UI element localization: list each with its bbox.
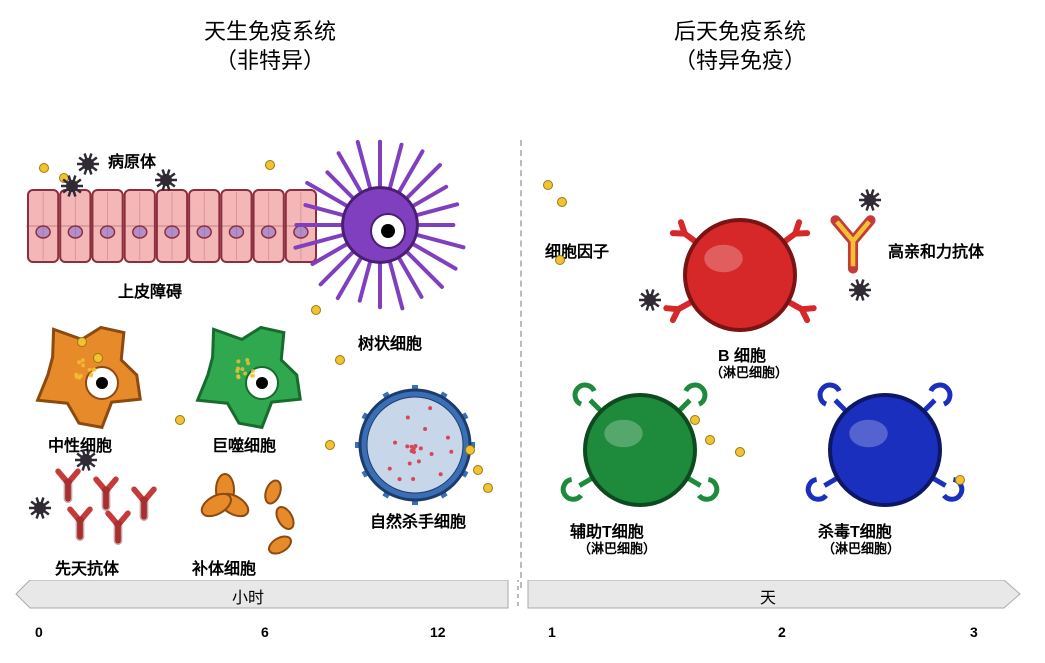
epithelial-barrier	[26, 190, 318, 262]
dendritic-cell	[295, 142, 463, 309]
helper-t-cell	[563, 385, 717, 505]
nk-cell	[355, 385, 475, 505]
diagram-stage: 天生免疫系统 （非特异） 后天免疫系统 （特异免疫） 病原体 上皮障碍 树状细胞…	[0, 0, 1045, 663]
neutrophil-cell	[38, 327, 141, 427]
cells-layer	[0, 0, 1045, 663]
complement-cluster	[198, 474, 297, 557]
innate-antibody-cluster	[58, 471, 154, 540]
b-cell	[666, 220, 813, 330]
killer-t-cell	[808, 385, 962, 505]
high-affinity-antibody	[836, 220, 871, 268]
macrophage-cell	[198, 327, 301, 427]
